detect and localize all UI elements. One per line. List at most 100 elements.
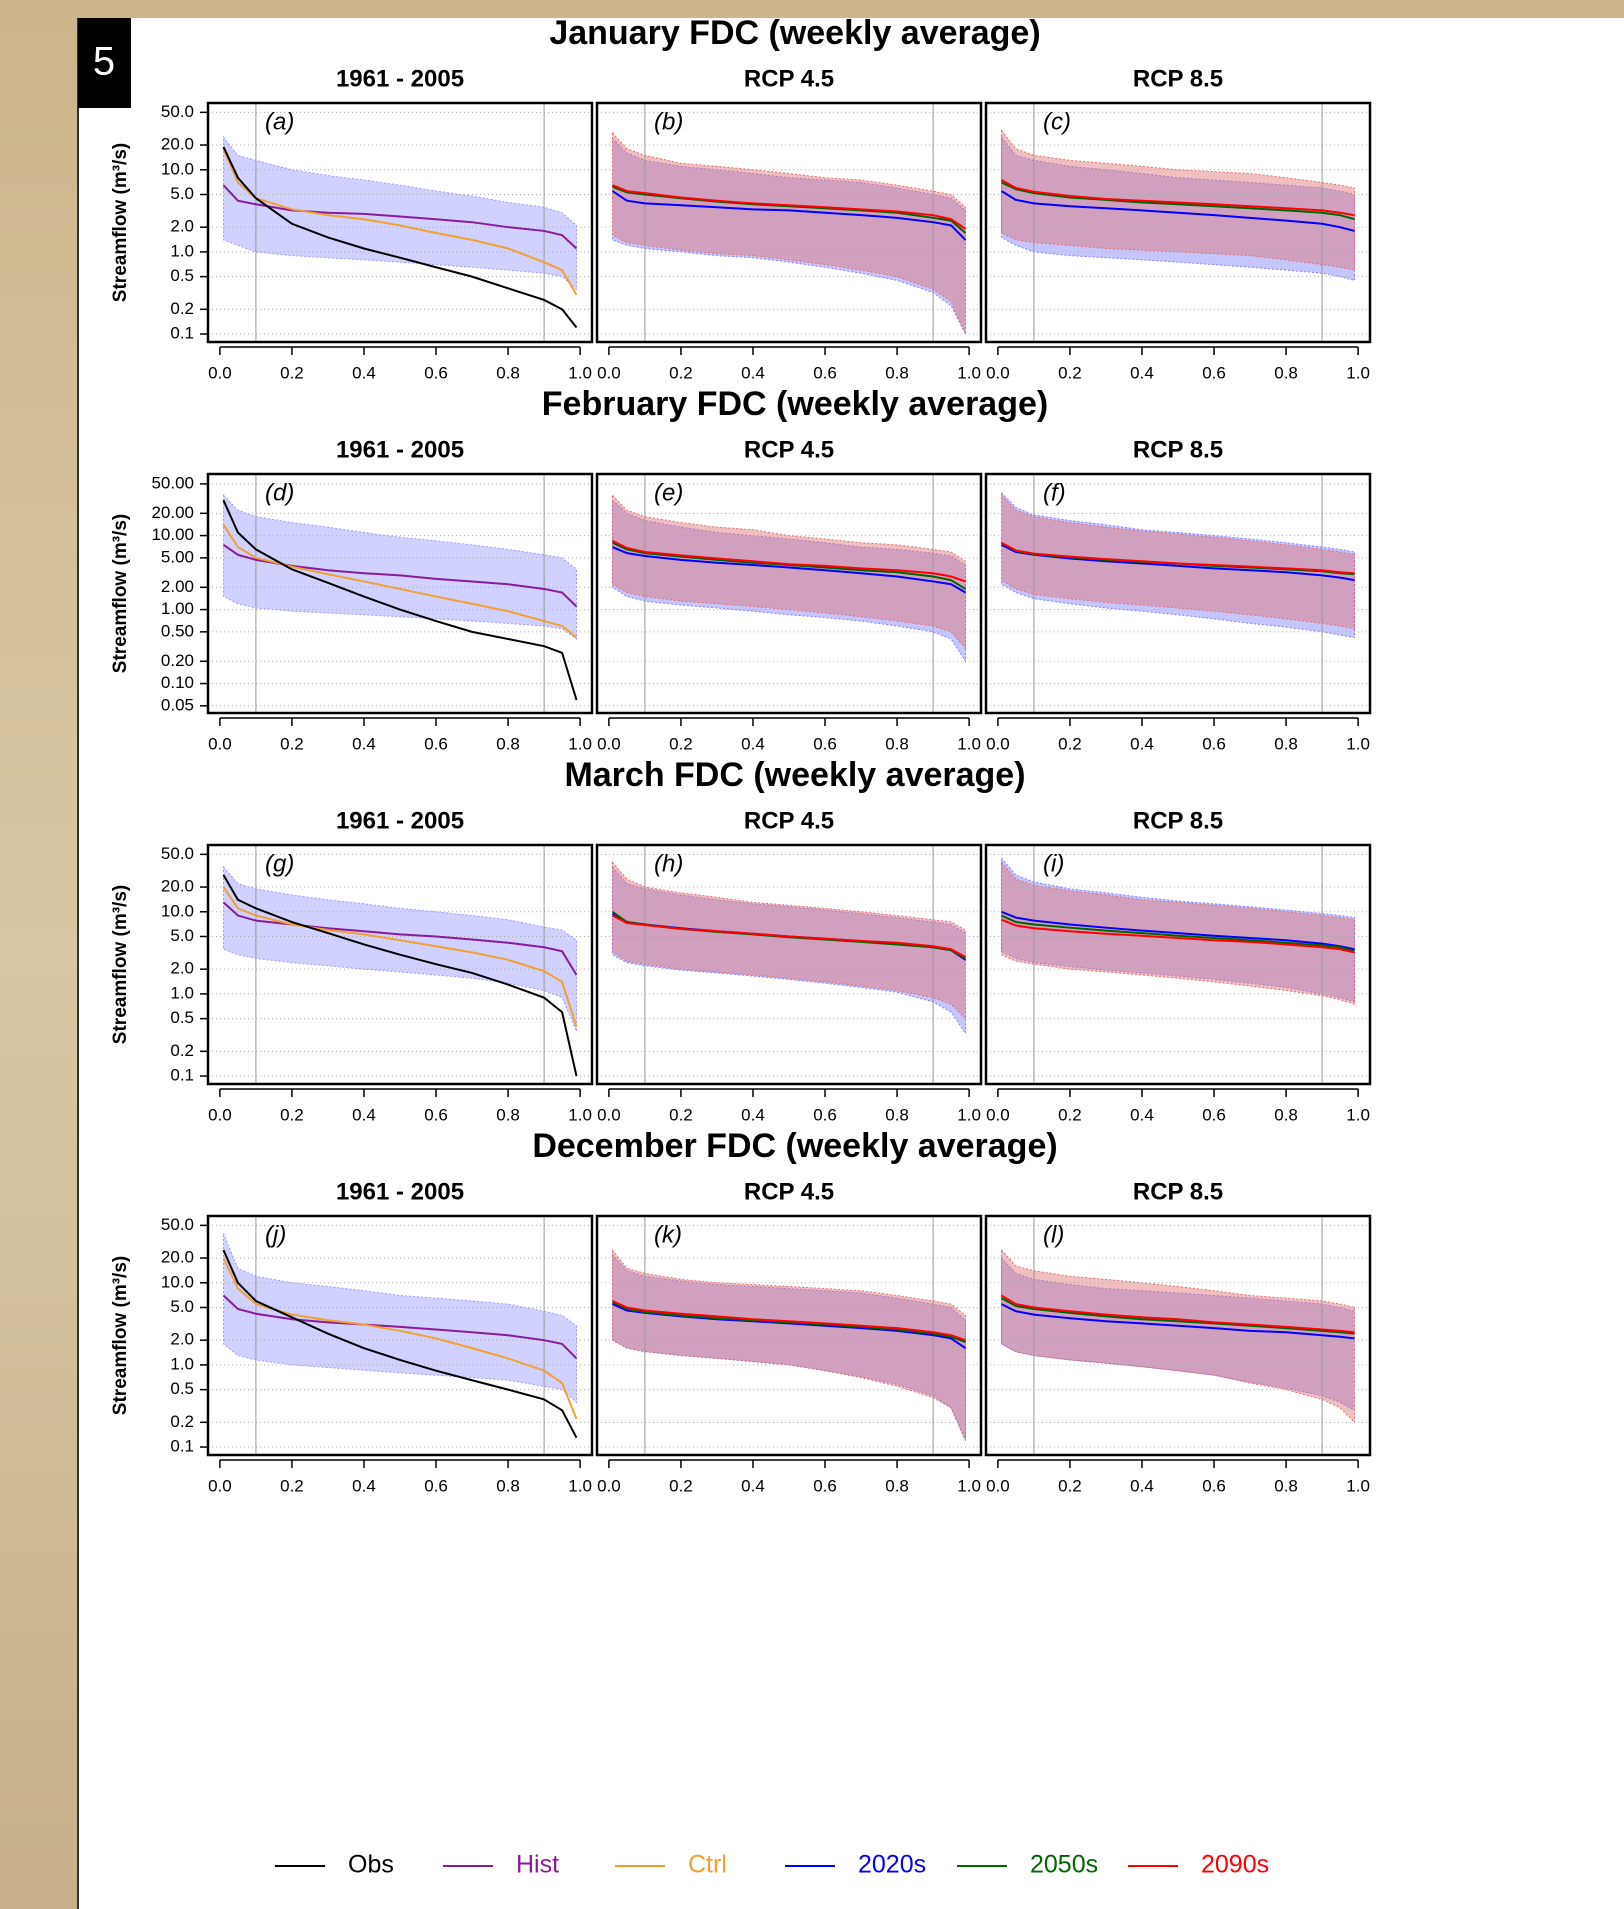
series-line — [1001, 541, 1355, 575]
uncertainty-band — [222, 865, 578, 1032]
series-line — [1001, 918, 1355, 954]
x-tick-label: 0.8 — [496, 1476, 520, 1495]
y-tick-label: 0.05 — [161, 695, 194, 714]
series-line — [222, 886, 578, 1027]
series-line — [222, 1249, 578, 1439]
x-tick-label: 0.6 — [813, 363, 837, 382]
y-tick-label: 0.5 — [170, 1379, 194, 1398]
x-tick-label: 0.0 — [208, 734, 232, 753]
panel-title: RCP 4.5 — [744, 65, 834, 92]
y-tick-label: 5.0 — [170, 1297, 194, 1316]
y-tick-label: 2.00 — [161, 577, 194, 596]
x-tick-label: 0.0 — [208, 1105, 232, 1124]
y-tick-label: 20.0 — [161, 1248, 194, 1267]
x-tick-label: 1.0 — [1346, 1105, 1370, 1124]
uncertainty-band — [1000, 494, 1356, 630]
x-tick-label: 0.6 — [813, 1105, 837, 1124]
y-tick-label: 0.20 — [161, 651, 194, 670]
panel-title: 1961 - 2005 — [336, 65, 464, 92]
x-tick-label: 0.0 — [597, 1105, 621, 1124]
series-line — [1001, 910, 1355, 951]
uncertainty-band — [222, 1233, 578, 1404]
y-tick-label: 0.2 — [170, 299, 194, 318]
x-tick-label: 0.6 — [1202, 1476, 1226, 1495]
panel-title: RCP 4.5 — [744, 436, 834, 463]
x-tick-label: 0.0 — [986, 363, 1010, 382]
panel-label: (g) — [265, 850, 294, 877]
x-tick-label: 1.0 — [568, 734, 592, 753]
y-tick-label: 50.0 — [161, 844, 194, 863]
y-tick-label: 1.0 — [170, 1354, 194, 1373]
x-tick-label: 0.0 — [986, 1105, 1010, 1124]
series-line — [222, 544, 578, 608]
plot-frame — [595, 1214, 983, 1457]
plot-frame — [984, 472, 1372, 715]
y-tick-label: 2.0 — [170, 217, 194, 236]
series-line — [1001, 914, 1355, 953]
x-tick-label: 0.8 — [885, 1105, 909, 1124]
uncertainty-band — [611, 131, 967, 335]
series-line — [222, 499, 578, 701]
x-tick-label: 0.6 — [424, 1105, 448, 1124]
plot-frame — [206, 843, 594, 1086]
panel-title: RCP 8.5 — [1133, 807, 1223, 834]
y-tick-label: 1.0 — [170, 983, 194, 1002]
x-tick-label: 0.4 — [352, 734, 376, 753]
panel-label: (c) — [1043, 108, 1071, 135]
plot-frame — [595, 472, 983, 715]
x-tick-label: 0.2 — [1058, 1476, 1082, 1495]
x-tick-label: 0.4 — [1130, 1476, 1154, 1495]
x-tick-label: 0.2 — [669, 1105, 693, 1124]
y-axis-label: Streamflow (m³/s) — [110, 885, 131, 1044]
series-line — [1001, 179, 1355, 217]
plot-frame — [984, 1214, 1372, 1457]
y-tick-label: 10.00 — [151, 525, 194, 544]
x-tick-label: 0.6 — [424, 734, 448, 753]
uncertainty-band — [611, 137, 967, 335]
series-line — [612, 1301, 966, 1343]
panel-title: RCP 4.5 — [744, 807, 834, 834]
figure-panel — [78, 18, 1624, 1909]
y-tick-label: 2.0 — [170, 959, 194, 978]
y-tick-label: 20.00 — [151, 503, 194, 522]
x-tick-label: 0.6 — [1202, 734, 1226, 753]
x-tick-label: 1.0 — [1346, 363, 1370, 382]
panel-label: (k) — [654, 1221, 682, 1248]
x-tick-label: 0.2 — [669, 1476, 693, 1495]
x-tick-label: 0.2 — [1058, 1105, 1082, 1124]
x-tick-label: 0.0 — [597, 1476, 621, 1495]
x-tick-label: 0.8 — [496, 1105, 520, 1124]
y-tick-label: 0.50 — [161, 621, 194, 640]
plot-frame — [595, 843, 983, 1086]
x-tick-label: 0.2 — [280, 1476, 304, 1495]
series-line — [222, 1294, 578, 1360]
y-tick-label: 0.2 — [170, 1412, 194, 1431]
y-tick-label: 0.10 — [161, 673, 194, 692]
x-tick-label: 0.6 — [813, 734, 837, 753]
x-tick-label: 0.8 — [885, 734, 909, 753]
series-line — [611, 190, 967, 241]
x-tick-label: 0.8 — [496, 734, 520, 753]
y-axis-label: Streamflow (m³/s) — [110, 143, 131, 302]
x-tick-label: 0.2 — [280, 363, 304, 382]
uncertainty-band — [222, 494, 578, 640]
y-tick-label: 2.0 — [170, 1330, 194, 1349]
series-line — [222, 1257, 578, 1420]
series-line — [612, 1300, 966, 1342]
series-line — [222, 524, 578, 639]
x-tick-label: 0.4 — [352, 1476, 376, 1495]
x-tick-label: 1.0 — [1346, 1476, 1370, 1495]
y-tick-label: 0.1 — [170, 324, 194, 343]
legend-label: 2090s — [1201, 1851, 1269, 1879]
series-line — [612, 184, 967, 230]
x-tick-label: 0.4 — [1130, 734, 1154, 753]
uncertainty-band — [611, 865, 967, 1036]
y-tick-label: 0.5 — [170, 266, 194, 285]
x-tick-label: 1.0 — [1346, 734, 1370, 753]
series-line — [222, 901, 578, 976]
y-axis-label: Streamflow (m³/s) — [110, 514, 131, 673]
x-tick-label: 0.2 — [1058, 363, 1082, 382]
panel-label: (h) — [654, 850, 683, 877]
plot-frame — [206, 1214, 594, 1457]
x-tick-label: 0.0 — [986, 734, 1010, 753]
